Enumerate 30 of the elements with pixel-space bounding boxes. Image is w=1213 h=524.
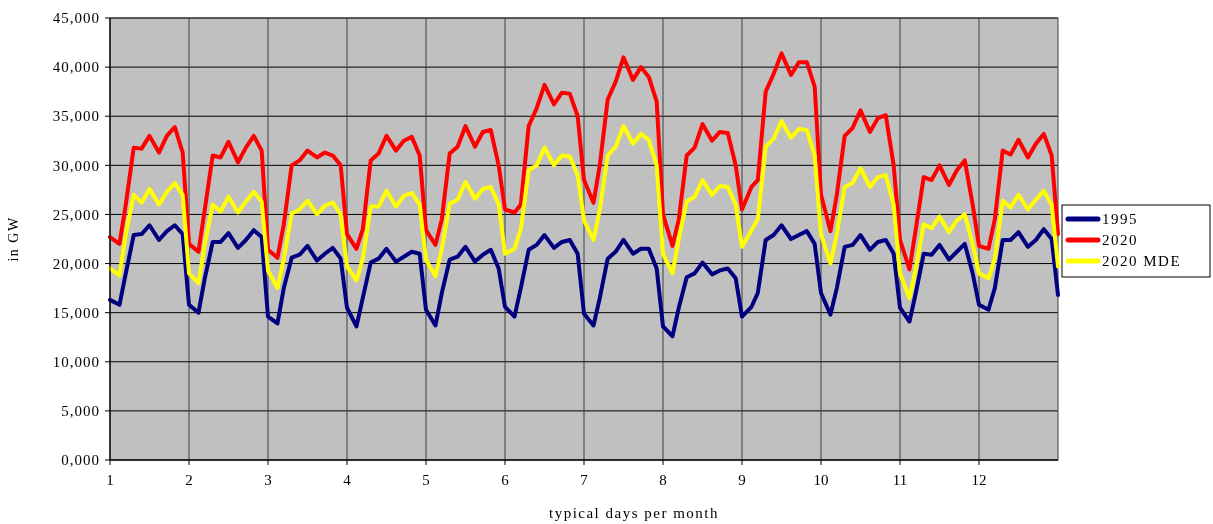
legend-label: 1995: [1102, 211, 1138, 228]
x-tick-label: 6: [501, 472, 510, 488]
y-tick-label: 45,000: [52, 10, 100, 27]
y-tick-label: 0,000: [61, 452, 100, 469]
line-series: [108, 119, 1060, 300]
y-tick-label: 15,000: [52, 304, 100, 321]
y-tick-label: 20,000: [52, 255, 100, 272]
x-tick-label: 8: [659, 472, 667, 488]
x-tick-label: 12: [971, 472, 987, 488]
legend-label: 2020 MDE: [1102, 253, 1182, 270]
line-series: [108, 223, 1060, 339]
y-tick-label: 10,000: [52, 354, 100, 371]
x-tick-label: 5: [422, 472, 430, 488]
x-axis-title: typical days per month: [548, 505, 720, 521]
y-axis-title: in GW: [6, 216, 21, 262]
x-tick-label: 2: [185, 472, 193, 488]
x-tick-label: 4: [343, 472, 352, 488]
y-tick-label: 35,000: [52, 108, 100, 125]
x-tick-label: 9: [738, 472, 746, 488]
y-tick-label: 25,000: [52, 206, 100, 223]
x-tick-label: 3: [264, 472, 272, 488]
y-tick-label: 30,000: [52, 157, 100, 174]
legend-label: 2020: [1102, 232, 1138, 249]
x-tick-label: 10: [813, 472, 829, 488]
y-tick-label: 40,000: [52, 59, 100, 76]
x-tick-label: 1: [106, 472, 114, 488]
y-tick-label: 5,000: [61, 403, 100, 420]
x-tick-label: 11: [892, 472, 908, 488]
x-tick-label: 7: [580, 472, 589, 488]
line-series: [108, 51, 1060, 272]
